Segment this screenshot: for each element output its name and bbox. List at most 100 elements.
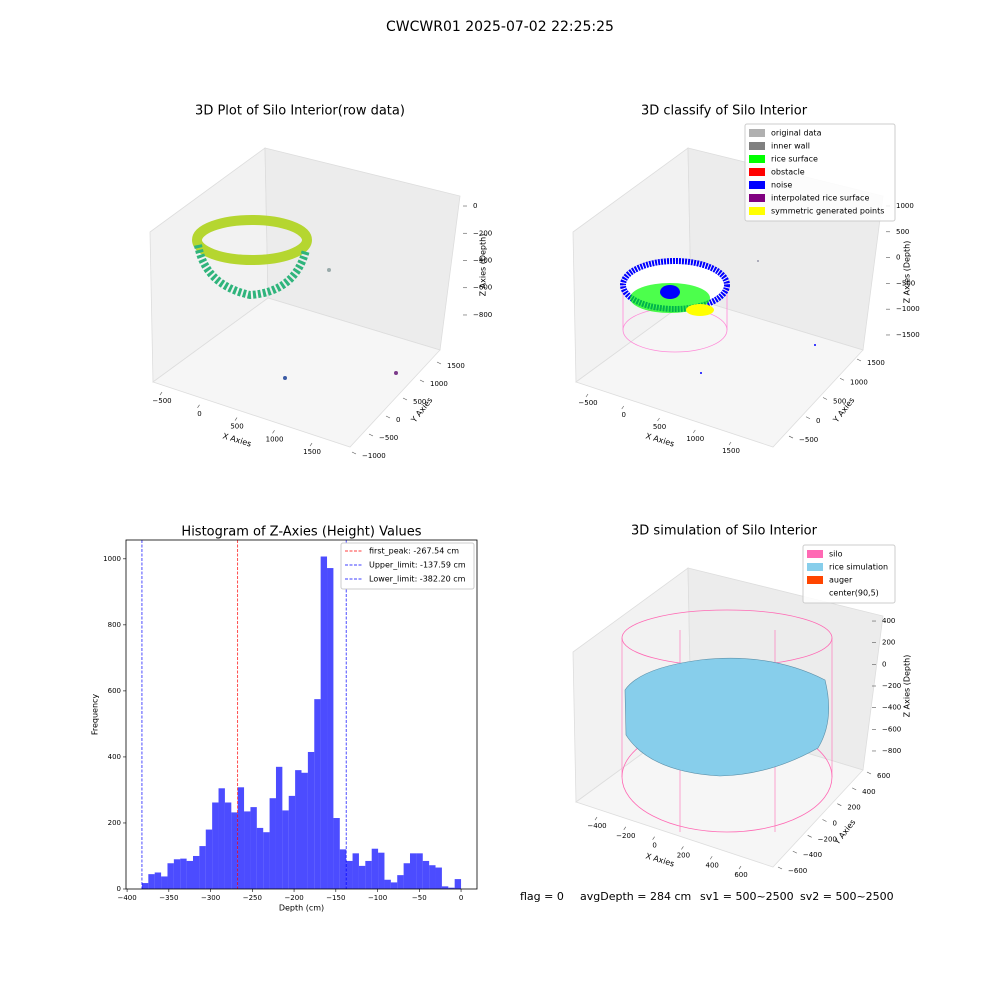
bar <box>314 699 321 889</box>
z-axis-label: Z Axies (Depth) <box>479 234 488 297</box>
point-cloud <box>194 244 310 300</box>
bar <box>352 853 359 889</box>
legend-label: inner wall <box>771 142 810 151</box>
z-axis-label: Z Axies (Depth) <box>903 241 912 304</box>
x-tick-label: 200 <box>677 851 690 859</box>
x-tick <box>309 442 313 447</box>
legend-swatch <box>807 563 823 571</box>
point-cloud <box>192 215 312 265</box>
x-tick-label: −150 <box>326 894 345 902</box>
x-tick <box>681 846 684 850</box>
bar <box>454 879 462 889</box>
bar <box>141 883 149 889</box>
bar <box>218 788 225 889</box>
bar <box>397 875 404 889</box>
x-tick-label: −300 <box>201 894 220 902</box>
status-text: flag = 0 <box>520 890 564 903</box>
outlier-point <box>327 268 331 272</box>
y-tick <box>822 397 828 400</box>
y-tick-label: −200 <box>818 835 837 843</box>
bar <box>269 798 276 889</box>
legend-swatch <box>749 207 765 215</box>
x-tick-label: 0 <box>197 410 201 418</box>
y-tick-label: 1000 <box>850 378 868 386</box>
bar <box>384 879 391 889</box>
x-tick-label: −200 <box>284 894 303 902</box>
bar <box>333 818 340 889</box>
legend-label: noise <box>771 181 792 190</box>
bar <box>301 772 308 889</box>
bar <box>205 829 213 889</box>
bar <box>435 867 442 889</box>
x-tick-label: 1500 <box>722 447 740 455</box>
bar <box>282 810 289 889</box>
y-tick-label: 200 <box>847 804 860 812</box>
z-tick-label: 200 <box>882 639 895 647</box>
bar <box>231 812 238 889</box>
bar <box>199 846 206 889</box>
z-tick-label: −200 <box>882 682 901 690</box>
x-tick-label: 500 <box>653 423 666 431</box>
y-tick <box>805 416 811 420</box>
y-tick-label: −1000 <box>362 452 386 460</box>
bar <box>441 886 449 889</box>
y-tick <box>866 771 872 775</box>
z-tick-label: −600 <box>882 725 901 733</box>
axis-pane <box>575 297 864 448</box>
bar <box>307 751 315 889</box>
y-tick-label: 0 <box>833 820 837 828</box>
plot-frame <box>125 539 478 890</box>
chart-title: Histogram of Z-Axies (Height) Values <box>181 525 421 540</box>
y-tick-label: 1500 <box>867 359 885 367</box>
bar <box>288 795 296 889</box>
outlier-point <box>283 376 287 380</box>
legend-swatch <box>749 181 765 189</box>
legend-label: first_peak: -267.54 cm <box>369 547 459 556</box>
z-tick-label: −600 <box>473 284 492 292</box>
bar <box>173 859 181 889</box>
y-tick <box>822 819 827 822</box>
axis-pane <box>152 297 441 448</box>
figure-title: CWCWR01 2025-07-02 22:25:25 <box>386 19 614 35</box>
bar <box>346 860 353 889</box>
y-tick-label: 600 <box>877 772 890 780</box>
y-tick <box>351 451 357 455</box>
x-tick <box>738 865 742 870</box>
bar <box>403 863 410 889</box>
legend-swatch <box>749 129 765 137</box>
z-tick-label: −1500 <box>896 331 920 339</box>
x-tick <box>234 417 238 421</box>
status-text: sv2 = 500~2500 <box>800 890 894 903</box>
y-tick <box>837 803 842 806</box>
bar <box>154 872 162 889</box>
x-tick <box>197 404 200 408</box>
bar <box>327 568 334 889</box>
y-tick <box>368 433 374 437</box>
bar <box>161 876 168 889</box>
y-tick-label: −500 <box>799 436 818 444</box>
x-tick-label: −500 <box>152 397 171 405</box>
outlier-point <box>394 371 398 375</box>
x-tick <box>159 391 163 396</box>
noise-points <box>660 285 680 299</box>
legend-swatch <box>749 155 765 163</box>
legend-label: rice simulation <box>829 563 888 572</box>
y-tick <box>856 358 862 362</box>
x-tick <box>693 429 696 434</box>
legend-label: Lower_limit: -382.20 cm <box>369 575 466 584</box>
legend-label: original data <box>771 129 822 138</box>
x-tick-label: 500 <box>230 423 243 431</box>
status-text: sv1 = 500~2500 <box>700 890 794 903</box>
bar <box>186 860 194 889</box>
bar <box>365 860 372 889</box>
x-tick <box>272 430 275 434</box>
z-tick-label: 0 <box>473 202 477 210</box>
y-tick-label: 0 <box>117 885 121 893</box>
x-tick-label: 0 <box>652 842 656 850</box>
y-tick-label: −500 <box>379 434 398 442</box>
x-tick <box>594 816 598 821</box>
x-tick <box>652 836 655 840</box>
z-tick-label: −400 <box>473 256 492 264</box>
bar <box>148 874 155 889</box>
bar <box>212 802 219 889</box>
